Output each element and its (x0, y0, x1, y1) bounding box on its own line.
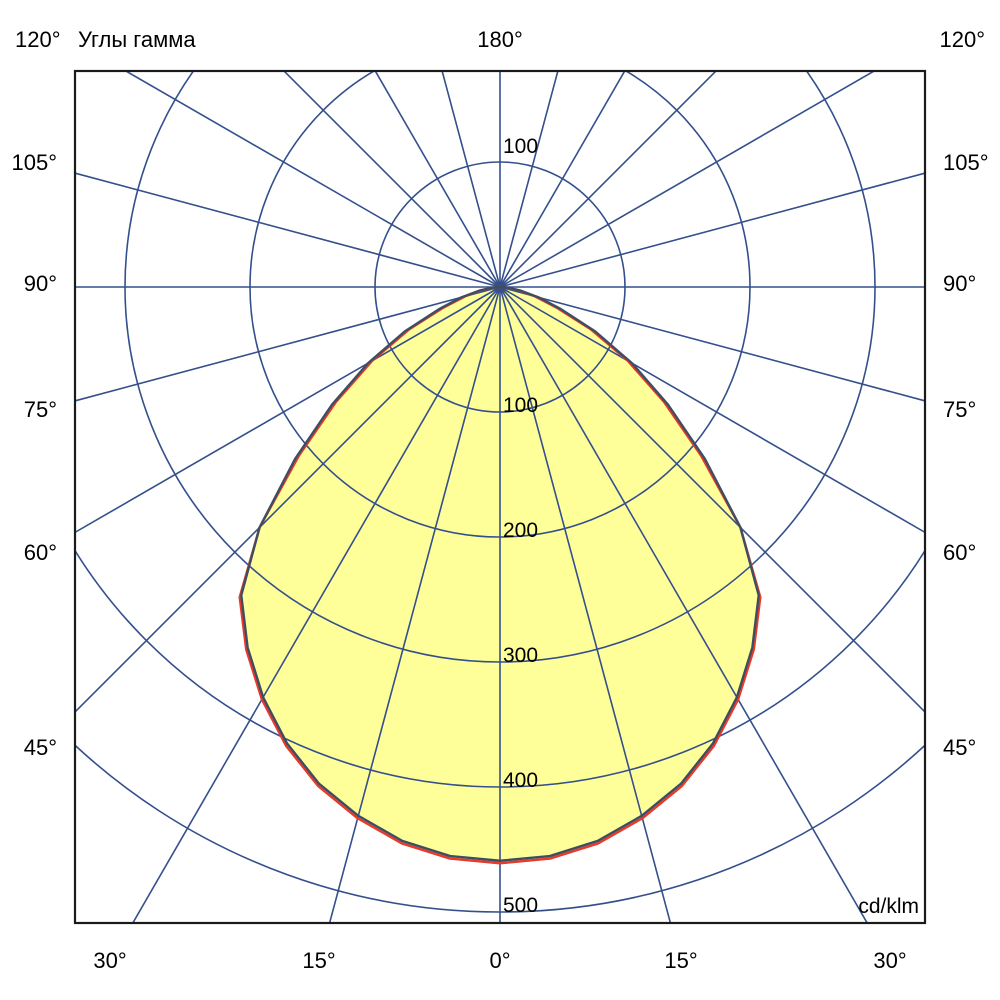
chart-frame (73, 69, 927, 925)
gamma-label-bottom-0: 0° (489, 948, 510, 973)
gamma-label-left-105: 105° (11, 150, 57, 175)
gamma-label-bottom-15l: 15° (302, 948, 335, 973)
gamma-label-bottom-30r: 30° (873, 948, 906, 973)
gamma-label-right-45: 45° (943, 735, 976, 760)
gamma-label-left-90: 90° (24, 271, 57, 296)
radial-label-500: 500 (503, 894, 538, 917)
chart-title: Углы гамма (78, 27, 196, 52)
radial-label-300: 300 (503, 644, 538, 667)
gamma-label-bottom-15r: 15° (664, 948, 697, 973)
gamma-label-left-60: 60° (24, 540, 57, 565)
gamma-label-bottom-30l: 30° (93, 948, 126, 973)
gamma-label-top-center: 180° (477, 27, 523, 52)
gamma-label-right-90: 90° (943, 271, 976, 296)
gamma-label-right-105: 105° (943, 150, 989, 175)
radial-label-200: 200 (503, 519, 538, 542)
gamma-label-top-left: 120° (15, 27, 61, 52)
gamma-label-left-75: 75° (24, 397, 57, 422)
gamma-label-left-45: 45° (24, 735, 57, 760)
gamma-label-top-right: 120° (939, 27, 985, 52)
radial-label-400: 400 (503, 769, 538, 792)
gamma-label-right-75: 75° (943, 397, 976, 422)
radial-label-100-upper: 100 (503, 135, 538, 158)
units-label: cd/klm (858, 895, 919, 918)
intensity-curve-layer (238, 285, 762, 865)
gamma-label-right-60: 60° (943, 540, 976, 565)
radial-label-100: 100 (503, 394, 538, 417)
